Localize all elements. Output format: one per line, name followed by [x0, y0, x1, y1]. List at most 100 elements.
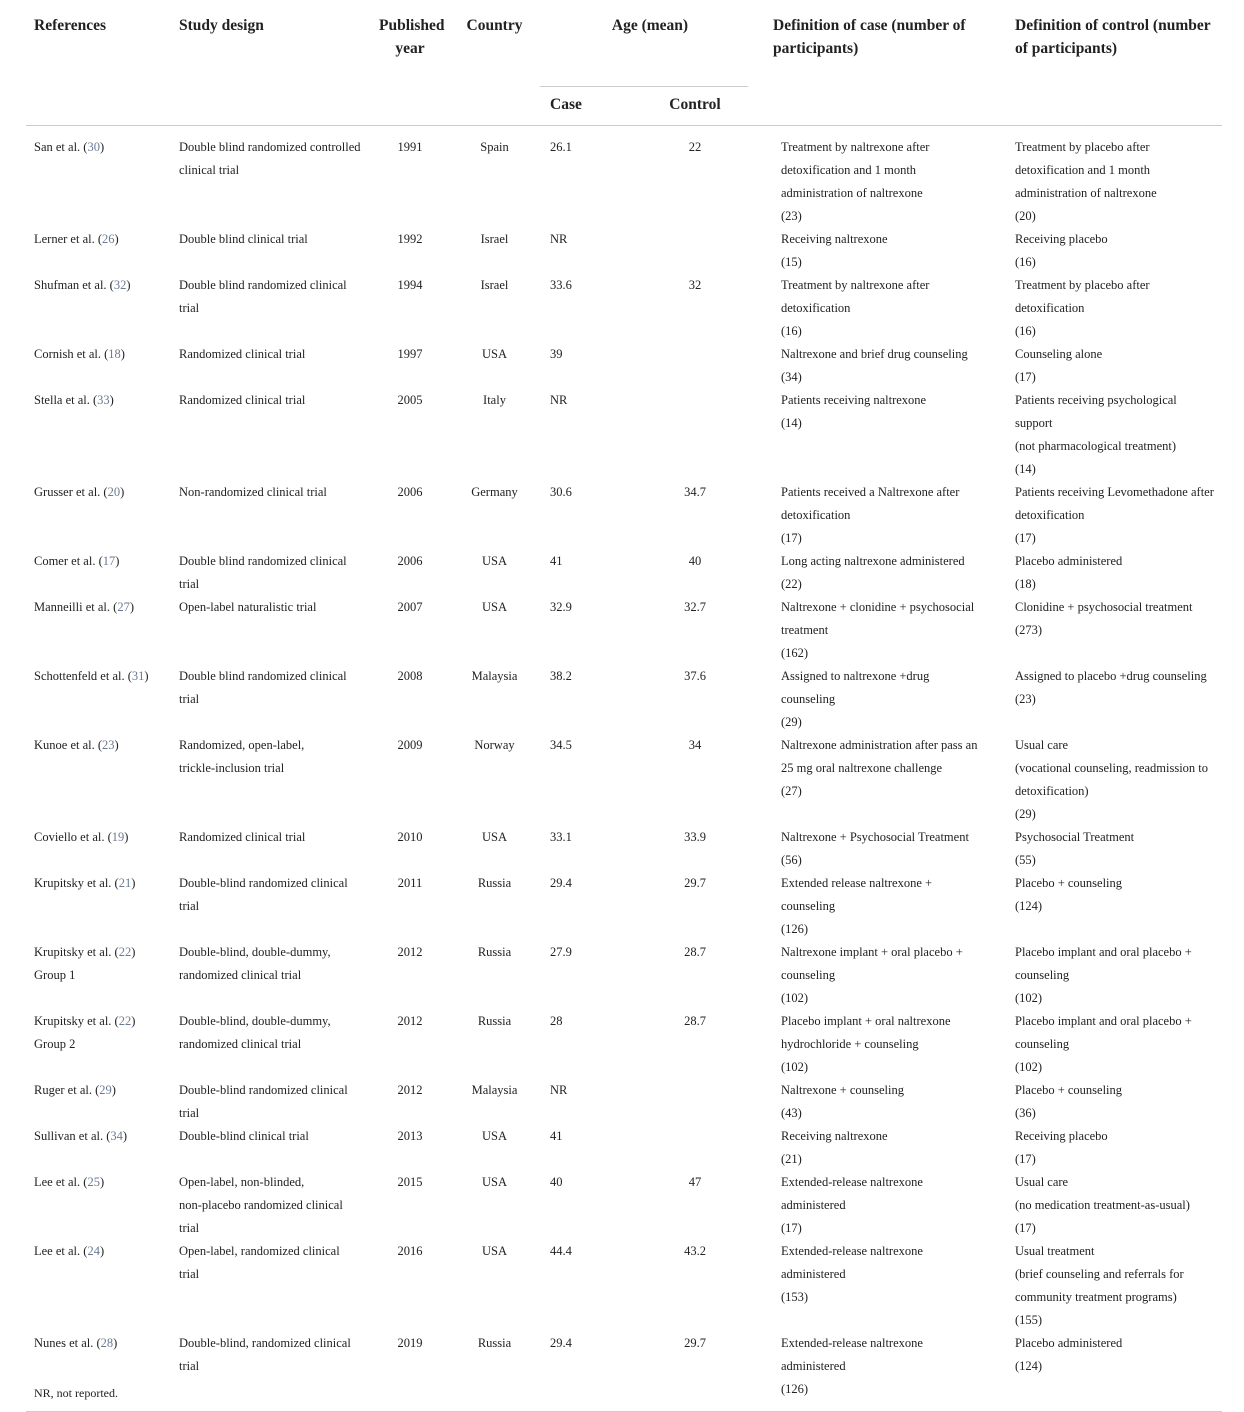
case-definition-cell: Receiving naltrexone (15) — [781, 232, 888, 269]
reference-link[interactable]: 27 — [117, 600, 130, 614]
case-age-cell: 33.6 — [550, 278, 572, 292]
reference-link[interactable]: 31 — [131, 669, 145, 683]
table-row: Krupitsky et al. (21) Double-blind rando… — [26, 872, 1222, 941]
reference-cell: San et al. (30) — [34, 140, 105, 154]
control-definition-cell: Usual care (vocational counseling, readm… — [1015, 738, 1209, 821]
table-row: Cornish et al. (18) Randomized clinical … — [26, 343, 1222, 389]
case-definition-cell: Naltrexone + Psychosocial Treatment (56) — [781, 830, 969, 867]
reference-link[interactable]: 32 — [113, 278, 127, 292]
country-cell: Germany — [471, 485, 518, 499]
reference-link[interactable]: 17 — [102, 554, 116, 568]
control-age-cell: 40 — [688, 554, 702, 568]
table-row: Lee et al. (24) Open-label, randomized c… — [26, 1240, 1222, 1332]
table-row: Kunoe et al. (23) Randomized, open-label… — [26, 734, 1222, 826]
country-cell: Russia — [449, 1332, 540, 1412]
control-age-cell: 28.7 — [684, 945, 706, 959]
year-cell: 2008 — [397, 669, 423, 683]
year-cell: 2006 — [397, 485, 423, 499]
case-age-cell: NR — [550, 1083, 568, 1097]
country-cell: USA — [481, 1175, 507, 1189]
control-age-cell: 29.7 — [642, 1332, 748, 1412]
table-row: Coviello et al. (19) Randomized clinical… — [26, 826, 1222, 872]
reference-link[interactable]: 24 — [87, 1244, 100, 1258]
reference-link[interactable]: 18 — [108, 347, 121, 361]
country-cell: USA — [481, 347, 507, 361]
header-published-year: Published year — [371, 8, 449, 126]
reference-cell: Krupitsky et al. (22) Group 2 — [34, 1014, 136, 1051]
case-age-cell: 44.4 — [550, 1244, 572, 1258]
control-age-cell — [642, 389, 748, 481]
reference-link[interactable]: 34 — [110, 1129, 123, 1143]
case-age-cell: NR — [550, 393, 568, 407]
reference-link[interactable]: 28 — [100, 1336, 114, 1350]
study-design-cell: Double blind randomized clinical trial — [179, 278, 347, 315]
case-definition-cell: Patients received a Naltrexone after det… — [781, 485, 960, 545]
year-cell: 2011 — [397, 876, 423, 890]
case-definition-cell: Extended release naltrexone + counseling… — [781, 876, 933, 936]
country-cell: USA — [481, 554, 507, 568]
header-study-design: Study design — [171, 8, 371, 126]
study-design-cell: Double blind clinical trial — [179, 232, 308, 246]
year-cell: 2013 — [397, 1129, 423, 1143]
reference-link[interactable]: 22 — [118, 945, 132, 959]
reference-link[interactable]: 29 — [99, 1083, 112, 1097]
case-definition-cell: Naltrexone and brief drug counseling (34… — [781, 347, 968, 384]
control-definition-cell: Patients receiving psychological support… — [1015, 393, 1177, 476]
reference-link[interactable]: 33 — [97, 393, 110, 407]
control-definition-cell: Receiving placebo (17) — [1015, 1129, 1108, 1166]
table-row: Grusser et al. (20) Non-randomized clini… — [26, 481, 1222, 550]
case-age-cell: 28 — [550, 1014, 563, 1028]
reference-link[interactable]: 20 — [107, 485, 121, 499]
case-definition-cell: Extended-release naltrexone administered… — [748, 1332, 1007, 1412]
year-cell: 2007 — [397, 600, 423, 614]
reference-link[interactable]: 21 — [118, 876, 132, 890]
country-cell: Russia — [477, 945, 512, 959]
reference-cell: Kunoe et al. (23) — [34, 738, 119, 752]
table-row: Schottenfeld et al. (31) Double blind ra… — [26, 665, 1222, 734]
reference-link[interactable]: 19 — [111, 830, 125, 844]
control-age-cell: 47 — [688, 1175, 702, 1189]
reference-cell: Lee et al. (24) — [34, 1244, 105, 1258]
control-age-cell: 28.7 — [684, 1014, 706, 1028]
case-definition-cell: Long acting naltrexone administered (22) — [781, 554, 965, 591]
header-case: Case — [540, 86, 642, 126]
study-design-cell: Double-blind clinical trial — [179, 1129, 309, 1143]
study-design-cell: Randomized clinical trial — [179, 347, 306, 361]
reference-link[interactable]: 25 — [87, 1175, 100, 1189]
case-definition-cell: Placebo implant + oral naltrexone hydroc… — [781, 1014, 951, 1074]
case-definition-cell: Naltrexone implant + oral placebo + coun… — [781, 945, 963, 1005]
year-cell: 2016 — [397, 1244, 423, 1258]
reference-link[interactable]: 22 — [118, 1014, 132, 1028]
control-definition-cell: Patients receiving Levomethadone after d… — [1015, 485, 1214, 545]
reference-cell: Ruger et al. (29) — [34, 1083, 116, 1097]
case-age-cell: 34.5 — [550, 738, 572, 752]
reference-cell: Sullivan et al. (34) — [34, 1129, 128, 1143]
country-cell: Italy — [483, 393, 506, 407]
country-cell: USA — [481, 1244, 507, 1258]
control-age-cell: 34.7 — [684, 485, 706, 499]
table-row: San et al. (30) Double blind randomized … — [26, 126, 1222, 229]
reference-cell: Grusser et al. (20) — [34, 485, 125, 499]
year-cell: 2012 — [397, 1014, 423, 1028]
control-definition-cell: Placebo + counseling (124) — [1015, 876, 1123, 913]
control-age-cell — [642, 1079, 748, 1125]
header-definition-control: Definition of control (number of partici… — [1007, 8, 1222, 126]
year-cell: 1997 — [397, 347, 423, 361]
reference-link[interactable]: 23 — [102, 738, 115, 752]
table-row: Krupitsky et al. (22) Group 1 Double-blin… — [26, 941, 1222, 1010]
case-definition-cell: Naltrexone + clonidine + psychosocial tr… — [781, 600, 975, 660]
reference-cell: Lee et al. (25) — [34, 1175, 105, 1189]
control-definition-cell: Assigned to placebo +drug counseling (23… — [1015, 669, 1207, 706]
reference-cell: Nunes et al. (28) — [26, 1332, 171, 1412]
country-cell: Spain — [480, 140, 509, 154]
control-age-cell: 33.9 — [684, 830, 706, 844]
studies-table: References Study design Published year C… — [26, 8, 1222, 1412]
reference-link[interactable]: 30 — [87, 140, 100, 154]
table-row: Lee et al. (25) Open-label, non-blinded,… — [26, 1171, 1222, 1240]
header-definition-case: Definition of case (number of participan… — [748, 8, 1007, 126]
reference-link[interactable]: 26 — [102, 232, 115, 246]
study-design-cell: Open-label naturalistic trial — [179, 600, 317, 614]
header-control: Control — [642, 86, 748, 126]
study-design-cell: Double-blind randomized clinical trial — [179, 1083, 348, 1120]
case-definition-cell: Extended-release naltrexone administered… — [781, 1175, 923, 1235]
